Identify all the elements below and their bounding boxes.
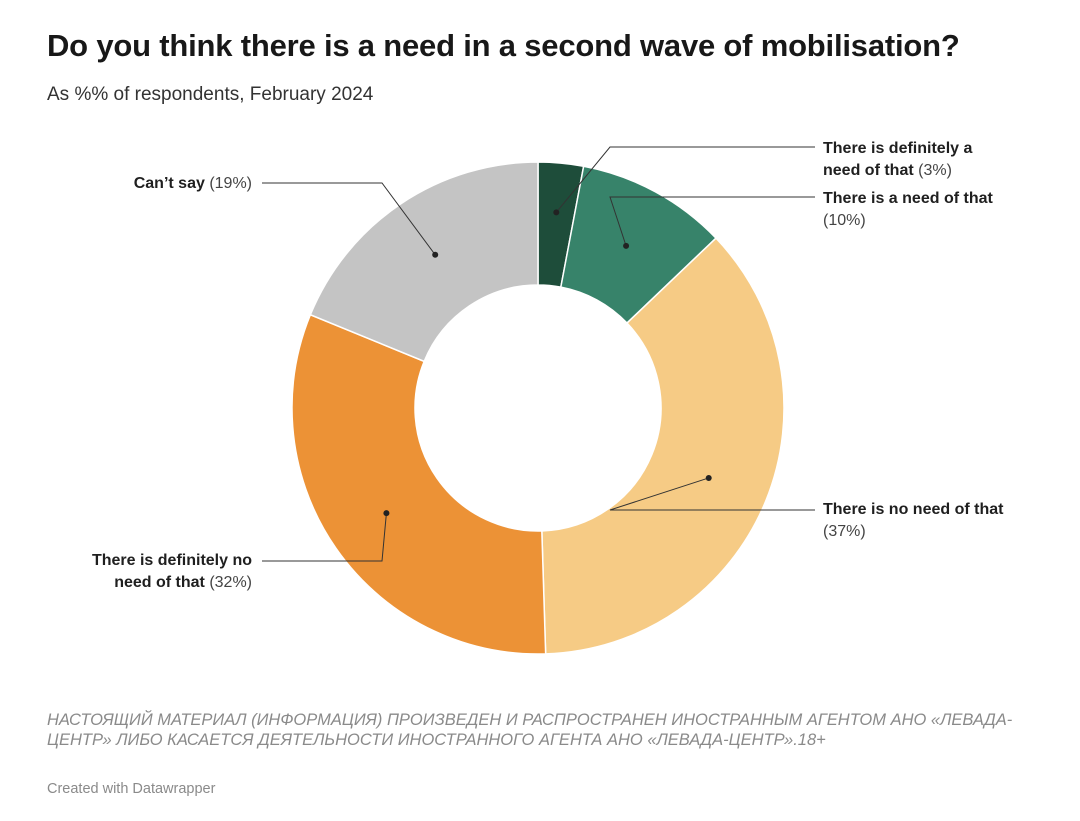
label-value: (37%) — [823, 523, 866, 540]
label-text: There is no need of that — [823, 501, 1004, 518]
leader-dot-need — [623, 242, 630, 249]
label-value: (10%) — [823, 212, 866, 229]
slice-cant-say — [309, 161, 539, 363]
label-text: There is a need of that — [823, 190, 993, 207]
slice-no-need — [541, 237, 785, 655]
foreign-agent-notice: НАСТОЯЩИЙ МАТЕРИАЛ (ИНФОРМАЦИЯ) ПРОИЗВЕД… — [47, 711, 1013, 749]
label-slice-need: There is a need of that (10%) — [823, 188, 993, 232]
label-slice-no-need: There is no need of that (37%) — [823, 499, 1003, 543]
chart-title: Do you think there is a need in a second… — [47, 28, 960, 63]
label-text-line1: There is definitely no — [91, 552, 252, 569]
label-slice-cant-say: Can’t say (19%) — [134, 173, 252, 195]
leader-dot-definitely-need — [553, 209, 560, 216]
leader-line-no-need — [609, 477, 815, 511]
label-text-line2: need of that — [823, 162, 914, 179]
leader-dot-cant-say — [432, 251, 439, 258]
label-value: (32%) — [209, 574, 252, 591]
leader-dot-definitely-no-need — [383, 510, 390, 517]
leader-line-cant-say — [262, 182, 436, 256]
label-text-line2: need of that — [114, 574, 205, 591]
leader-line-definitely-need — [555, 146, 815, 213]
chart-subtitle: As %% of respondents, February 2024 — [47, 84, 374, 105]
leader-dot-no-need — [705, 474, 712, 481]
leader-line-definitely-no-need — [262, 513, 387, 562]
datawrapper-credit: Created with Datawrapper — [47, 781, 216, 797]
label-text: Can’t say — [133, 175, 205, 192]
leader-line-need — [609, 196, 815, 247]
label-slice-definitely-need: There is definitely a need of that (3%) — [823, 138, 972, 182]
label-value: (3%) — [918, 162, 952, 179]
label-text-line1: There is definitely a — [823, 140, 973, 157]
slice-definitely-no-need — [291, 313, 547, 655]
label-slice-definitely-no-need: There is definitely no need of that (32%… — [92, 550, 252, 594]
label-value: (19%) — [209, 175, 252, 192]
